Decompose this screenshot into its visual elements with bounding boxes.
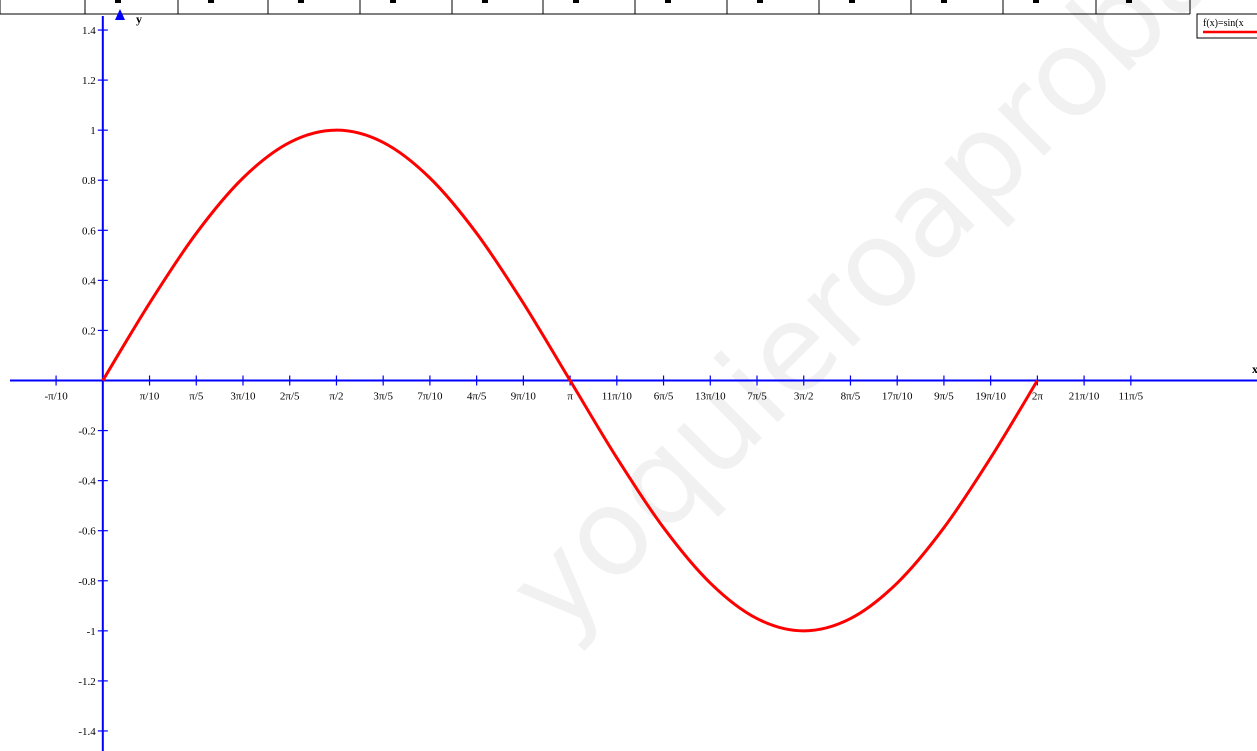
table-cell-fragment bbox=[665, 0, 671, 3]
x-tick-label: 2π bbox=[1032, 391, 1044, 403]
x-tick-label: 3π/5 bbox=[373, 391, 393, 403]
x-tick-label: π bbox=[567, 391, 573, 403]
x-tick-label: 3π/10 bbox=[230, 391, 256, 403]
table-cell-fragment bbox=[573, 0, 579, 3]
y-tick-label: 1 bbox=[90, 125, 96, 137]
table-cell-fragment bbox=[482, 0, 488, 3]
x-axis-label: x bbox=[1252, 362, 1257, 376]
y-tick-label: -0.2 bbox=[78, 426, 95, 438]
y-tick-label: -1.4 bbox=[78, 726, 96, 738]
y-axis-arrow-icon bbox=[115, 9, 125, 20]
table-cell-fragment bbox=[298, 0, 304, 3]
series-layer bbox=[101, 128, 1039, 633]
x-tick-label: 9π/10 bbox=[511, 391, 537, 403]
x-tick-label: 7π/10 bbox=[417, 391, 443, 403]
x-tick-label: 2π/5 bbox=[280, 391, 300, 403]
x-tick-label: 7π/5 bbox=[747, 391, 767, 403]
x-ticks: -π/10 π/10 π/5 3π/10 2π/5 π/2 3π/5 7π/10 4π/5 9π/… bbox=[44, 375, 1144, 403]
x-tick-label: 6π/5 bbox=[654, 391, 674, 403]
x-tick-label: 3π/2 bbox=[794, 391, 814, 403]
series-line-0 bbox=[101, 128, 1039, 633]
watermark-text: yoquieroaprobar.es bbox=[482, 0, 1257, 661]
x-tick-label: 17π/10 bbox=[882, 391, 913, 403]
legend-series-label: f(x)=sin(x bbox=[1203, 18, 1244, 29]
table-cell-fragment bbox=[849, 0, 855, 3]
y-axis-label: y bbox=[136, 12, 142, 26]
table-cell-fragment bbox=[1126, 0, 1132, 3]
x-tick-label: 9π/5 bbox=[934, 391, 954, 403]
y-tick-label: -1 bbox=[87, 626, 96, 638]
y-tick-label: 1.2 bbox=[82, 75, 96, 87]
y-ticks: 1.4 1.2 1 0.8 0.6 0.4 0.2 -0.2 -0.4 -0.6 -0.8 -1 -1.… bbox=[78, 25, 108, 738]
x-tick-label: 4π/5 bbox=[467, 391, 487, 403]
top-table-strip bbox=[0, 0, 1191, 15]
y-tick-label: 0.6 bbox=[82, 225, 96, 237]
x-tick-label: 19π/10 bbox=[975, 391, 1006, 403]
x-tick-label: π/5 bbox=[189, 391, 204, 403]
y-tick-label: 1.4 bbox=[82, 25, 96, 37]
table-cell-fragment bbox=[390, 0, 396, 3]
y-tick-label: -1.2 bbox=[78, 676, 95, 688]
x-tick-label: 11π/10 bbox=[602, 391, 633, 403]
x-tick-label: 11π/5 bbox=[1118, 391, 1143, 403]
x-tick-label: π/10 bbox=[140, 391, 160, 403]
y-tick-label: 0.8 bbox=[82, 175, 96, 187]
x-tick-label: 13π/10 bbox=[695, 391, 726, 403]
x-tick-label: 8π/5 bbox=[841, 391, 861, 403]
x-tick-label: 21π/10 bbox=[1069, 391, 1100, 403]
table-cell-fragment bbox=[208, 0, 214, 3]
x-tick-label: -π/10 bbox=[44, 391, 68, 403]
axes: y x bbox=[10, 9, 1257, 751]
table-cell-fragment bbox=[941, 0, 947, 3]
table-cell-fragment bbox=[757, 0, 763, 3]
y-tick-label: -0.6 bbox=[78, 526, 96, 538]
y-tick-label: -0.4 bbox=[78, 476, 96, 488]
legend-box bbox=[1196, 13, 1257, 39]
table-cell-fragment bbox=[1033, 0, 1039, 3]
y-tick-label: -0.8 bbox=[78, 576, 96, 588]
y-tick-label: 0.4 bbox=[82, 275, 96, 287]
legend: f(x)=sin(x bbox=[1196, 13, 1257, 39]
x-tick-label: π/2 bbox=[329, 391, 343, 403]
y-tick-label: 0.2 bbox=[82, 325, 96, 337]
table-cell-fragment bbox=[115, 0, 121, 3]
